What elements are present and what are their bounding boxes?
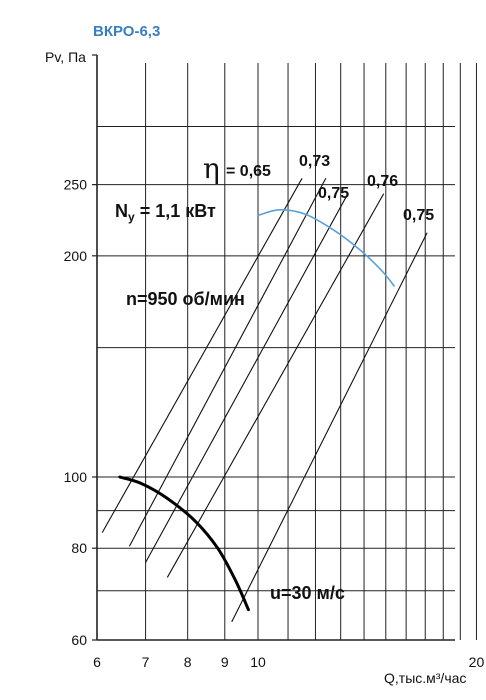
- x-tick-label: 9: [221, 654, 229, 670]
- y-tick-label: 200: [64, 248, 88, 264]
- x-tick-label: 8: [184, 654, 192, 670]
- y-tick-label: 80: [71, 540, 87, 556]
- y-tick-label: 250: [64, 177, 88, 193]
- x-tick-label: 10: [250, 654, 266, 670]
- y-tick-label: 100: [64, 469, 88, 485]
- speed-annotation: n=950 об/мин: [126, 289, 245, 309]
- efficiency-line-0: [101, 178, 303, 533]
- power-annotation: Ny = 1,1 кВт: [115, 201, 216, 224]
- y-axis-label: Pv, Па: [45, 49, 86, 65]
- chart-title: ВКРО-6,3: [93, 23, 160, 40]
- grid: [92, 54, 477, 641]
- efficiency-label-073: 0,73: [299, 153, 330, 170]
- x-tick-label: 20: [469, 654, 485, 670]
- x-ticks: 6 7 8 9 10 20: [93, 654, 484, 670]
- efficiency-label-075-b: 0,75: [403, 207, 434, 224]
- x-tick-label: 7: [142, 654, 150, 670]
- pressure-curve: [118, 475, 250, 612]
- efficiency-line-4: [231, 232, 428, 623]
- curves: [118, 208, 395, 612]
- efficiency-line-3: [166, 193, 385, 578]
- velocity-annotation: u=30 м/с: [270, 583, 345, 603]
- efficiency-zone-curve: [257, 208, 395, 287]
- x-axis-label: Q,тыс.м³/час: [384, 670, 466, 686]
- y-ticks: 60 80 100 200 250: [64, 177, 97, 648]
- eta-symbol: η: [203, 152, 220, 185]
- efficiency-label-075-a: 0,75: [318, 185, 349, 202]
- x-tick-label: 6: [93, 654, 101, 670]
- efficiency-label-076: 0,76: [367, 173, 398, 190]
- y-tick-label: 60: [71, 632, 87, 648]
- efficiency-lines: [101, 178, 428, 623]
- efficiency-line-2: [145, 193, 349, 563]
- eta-value-label: = 0,65: [226, 163, 271, 180]
- efficiency-line-1: [128, 178, 327, 547]
